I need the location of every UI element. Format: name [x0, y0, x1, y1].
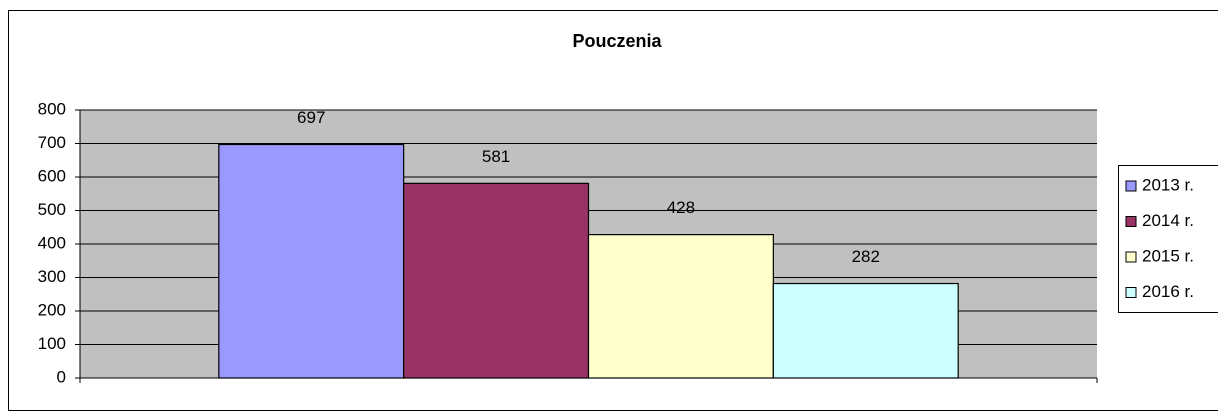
legend-swatch: [1125, 216, 1137, 227]
legend-label: 2016 r.: [1142, 282, 1194, 301]
bar: [587, 234, 774, 379]
y-tick-label: 500: [38, 200, 66, 219]
y-tick-label: 300: [38, 267, 66, 286]
legend-label: 2015 r.: [1142, 246, 1194, 265]
legend-label: 2013 r.: [1142, 175, 1194, 194]
y-tick-label: 200: [38, 300, 66, 319]
data-label: 282: [852, 247, 880, 266]
y-tick-label: 800: [38, 99, 66, 118]
y-tick-label: 0: [57, 367, 66, 386]
data-label: 428: [667, 198, 695, 217]
bar: [772, 282, 959, 379]
legend-swatch: [1125, 180, 1137, 192]
bar: [218, 143, 405, 379]
legend-swatch: [1125, 287, 1137, 298]
bar: [403, 182, 590, 379]
y-tick-label: 100: [38, 334, 66, 353]
y-tick-label: 700: [38, 133, 66, 152]
y-tick-label: 400: [38, 233, 66, 252]
legend-label: 2014 r.: [1142, 211, 1194, 230]
data-label: 581: [482, 147, 510, 166]
chart-title: Pouczenia: [572, 31, 662, 51]
y-tick-label: 600: [38, 166, 66, 185]
data-label: 697: [297, 108, 325, 127]
legend-swatch: [1125, 251, 1137, 263]
